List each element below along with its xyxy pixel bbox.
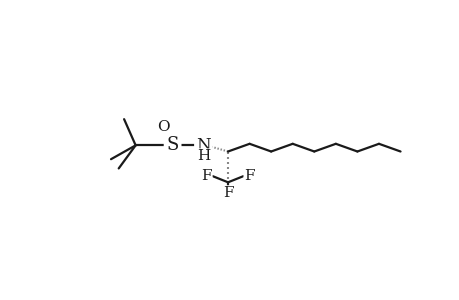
Text: S: S bbox=[166, 136, 179, 154]
Text: H: H bbox=[196, 149, 210, 163]
Text: F: F bbox=[201, 169, 212, 183]
Text: F: F bbox=[244, 169, 254, 183]
Text: N: N bbox=[196, 137, 210, 154]
Text: F: F bbox=[222, 186, 233, 200]
Text: O: O bbox=[157, 120, 169, 134]
